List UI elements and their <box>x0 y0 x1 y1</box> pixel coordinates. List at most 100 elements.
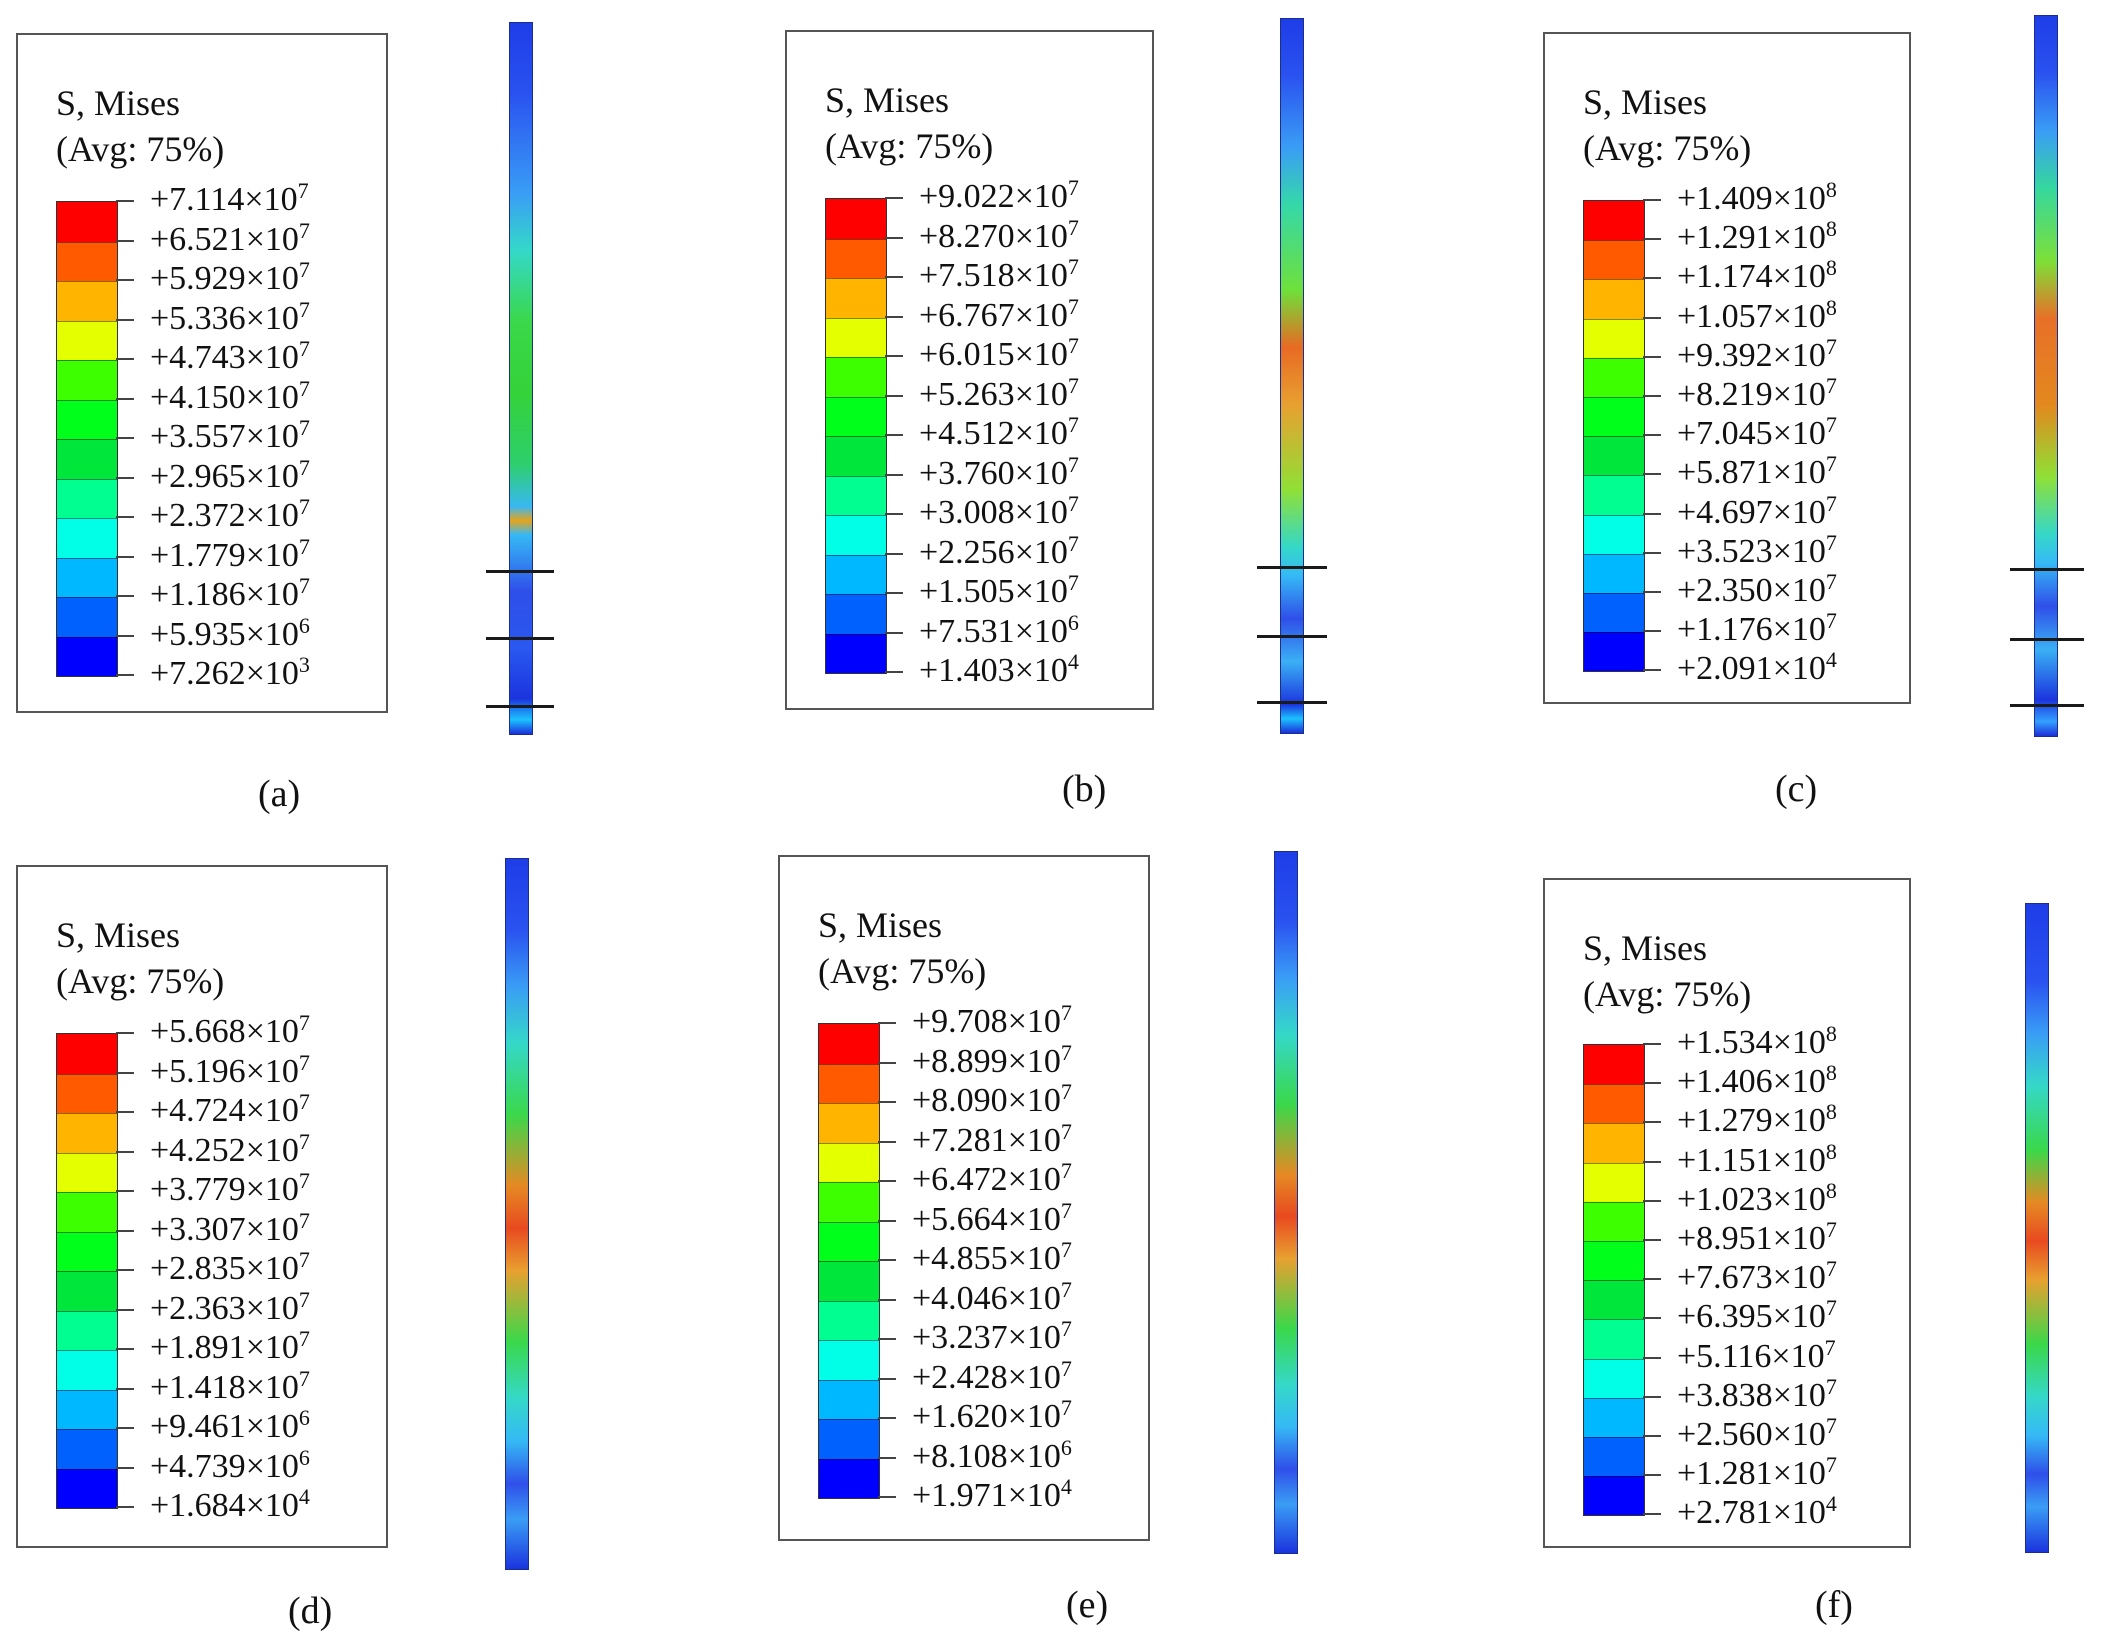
legend-value-base: ×10 <box>1007 1121 1061 1159</box>
panel-caption: (b) <box>1062 768 1107 810</box>
legend-box: S, Mises (Avg: 75%) +9.708×107 +8.899×107… <box>778 855 1150 1541</box>
legend-value-mantissa: +1.418 <box>150 1368 246 1406</box>
legend-value-label: +1.151×108 <box>1677 1140 1837 1178</box>
band-divider <box>1584 553 1644 555</box>
legend-value-mantissa: +1.779 <box>150 536 246 574</box>
legend-value-exponent: 8 <box>1825 1138 1837 1164</box>
legend-value-exponent: 7 <box>1067 490 1079 516</box>
band-divider <box>1584 397 1644 398</box>
band-divider <box>826 317 886 319</box>
legend-value-mantissa: +9.392 <box>1677 336 1773 374</box>
color-band <box>57 399 117 439</box>
band-divider <box>819 1063 879 1065</box>
legend-value-label: +5.935×106 <box>150 614 310 653</box>
legend-value-mantissa: +1.534 <box>1677 1024 1773 1061</box>
color-band <box>57 478 117 518</box>
legend-value-exponent: 6 <box>1067 609 1079 635</box>
color-band <box>57 518 117 558</box>
legend-value-exponent: 7 <box>298 217 310 243</box>
legend-value-exponent: 7 <box>1067 372 1079 398</box>
legend-average-note: (Avg: 75%) <box>1583 128 1752 168</box>
legend-value-exponent: 4 <box>1825 1491 1837 1517</box>
legend-tick <box>1643 238 1661 241</box>
color-band <box>1584 1358 1644 1398</box>
legend-tick <box>116 1032 134 1034</box>
legend-value-base: ×10 <box>1772 1259 1826 1297</box>
legend-value-label: +2.372×107 <box>150 495 310 534</box>
legend-tick <box>116 1506 134 1508</box>
legend-value-mantissa: +1.620 <box>912 1398 1008 1435</box>
legend-value-label: +1.971×104 <box>912 1475 1072 1513</box>
legend-value-mantissa: +5.196 <box>150 1052 246 1090</box>
legend-value-base: ×10 <box>1772 415 1826 453</box>
legend-value-label: +9.708×107 <box>912 1001 1072 1039</box>
legend-value-base: ×10 <box>1007 1200 1061 1238</box>
legend-value-exponent: 8 <box>1825 1177 1837 1203</box>
color-band <box>1584 1201 1644 1241</box>
legend-tick <box>116 1387 134 1390</box>
legend-value-mantissa: +7.531 <box>919 612 1015 650</box>
column-contour <box>2025 903 2049 1553</box>
band-divider <box>57 557 117 559</box>
legend-tick <box>878 1456 896 1459</box>
color-band <box>1584 1162 1644 1202</box>
legend-tick <box>116 516 134 518</box>
legend-value-label: +9.461×106 <box>150 1406 310 1444</box>
legend-value-base: ×10 <box>245 615 299 653</box>
legend-value-exponent: 7 <box>298 296 310 322</box>
support-line-bottom <box>1257 701 1327 704</box>
legend-value-base: ×10 <box>245 1329 299 1366</box>
legend-value-base: ×10 <box>1772 1102 1826 1140</box>
legend-value-label: +8.219×107 <box>1677 374 1837 412</box>
color-band <box>1584 318 1644 358</box>
color-band <box>819 1103 879 1143</box>
color-band <box>57 597 117 637</box>
legend-value-label: +6.395×107 <box>1677 1297 1837 1336</box>
legend-value-label: +3.237×107 <box>912 1317 1072 1355</box>
legend-value-mantissa: +6.395 <box>1677 1298 1773 1336</box>
color-band <box>1584 1084 1644 1124</box>
legend-value-exponent: 7 <box>298 1246 310 1272</box>
legend-tick <box>878 1022 896 1024</box>
color-band <box>1584 632 1644 672</box>
color-band <box>57 1389 117 1429</box>
band-divider <box>1584 593 1644 594</box>
legend-tick <box>116 1150 134 1153</box>
legend-tick <box>878 1377 896 1380</box>
legend-value-mantissa: +1.057 <box>1677 297 1773 335</box>
legend-value-label: +1.279×108 <box>1677 1101 1837 1140</box>
legend-value-exponent: 7 <box>1060 1276 1072 1302</box>
color-band <box>826 317 886 357</box>
legend-value-exponent: 7 <box>1825 333 1837 359</box>
legend-value-exponent: 7 <box>298 1009 310 1035</box>
legend-value-exponent: 7 <box>1060 1355 1072 1381</box>
color-band <box>1584 553 1644 593</box>
color-scale <box>1583 1044 1645 1516</box>
band-divider <box>57 1389 117 1391</box>
legend-value-mantissa: +8.108 <box>912 1437 1008 1475</box>
band-divider <box>826 357 886 358</box>
band-divider <box>819 1458 879 1460</box>
legend-value-label: +3.760×107 <box>919 453 1079 491</box>
legend-value-base: ×10 <box>1014 612 1068 650</box>
legend-tick <box>116 358 134 360</box>
legend-value-label: +1.534×108 <box>1677 1022 1837 1061</box>
legend-tick <box>878 1417 896 1419</box>
legend-value-exponent: 7 <box>1825 372 1837 398</box>
legend-value-base: ×10 <box>245 497 299 534</box>
color-band <box>1584 436 1644 476</box>
legend-title: S, Mises <box>1583 928 1708 968</box>
legend-value-label: +1.281×107 <box>1677 1454 1837 1493</box>
legend-value-exponent: 7 <box>1067 569 1079 595</box>
color-band <box>1584 1397 1644 1437</box>
legend-value-label: +4.150×107 <box>150 377 310 415</box>
legend-tick <box>878 1219 896 1222</box>
legend-value-mantissa: +4.724 <box>150 1092 246 1129</box>
legend-value-base: ×10 <box>1772 1455 1826 1493</box>
legend-tick <box>116 1111 134 1113</box>
legend-value-mantissa: +3.523 <box>1677 532 1773 570</box>
color-band <box>57 636 117 676</box>
legend-value-base: ×10 <box>1772 219 1826 257</box>
color-scale <box>56 1033 118 1509</box>
legend-value-mantissa: +2.560 <box>1677 1416 1773 1453</box>
